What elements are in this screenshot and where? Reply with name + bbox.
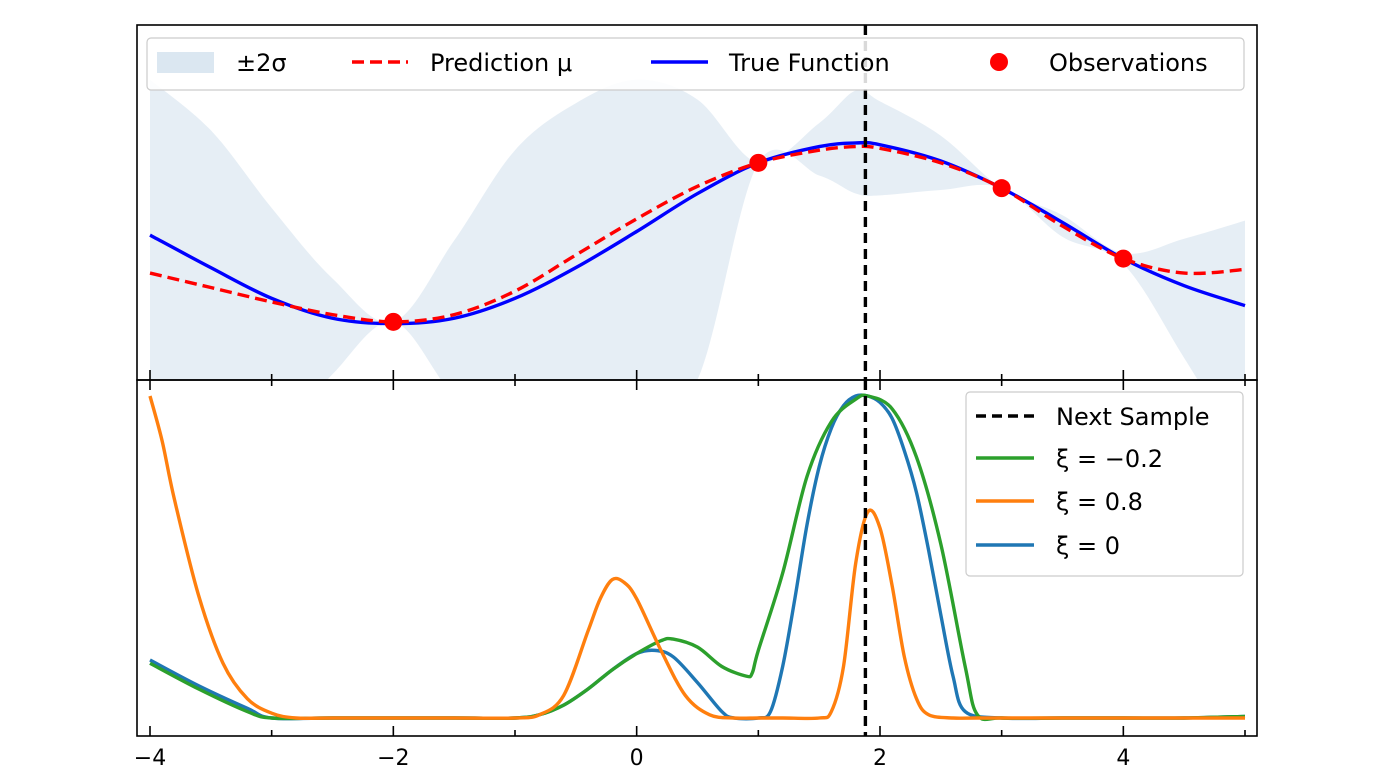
legend-observations-swatch: [990, 53, 1008, 71]
x-tick-label: 2: [873, 746, 887, 771]
series-line-0-8: [148, 395, 1245, 721]
top-panel: ±2σ Prediction μ True Function Observati…: [136, 24, 1258, 381]
x-tick-label: 0: [630, 746, 644, 771]
bottom-legend-frame: [965, 391, 1244, 577]
observation-point: [384, 312, 403, 331]
legend-label-xi-08: ξ = 0.8: [1056, 488, 1143, 516]
top-plot-area: [149, 25, 1246, 380]
legend-label-sigma: ±2σ: [236, 49, 287, 77]
legend-band-swatch: [157, 52, 214, 73]
top-legend: ±2σ Prediction μ True Function Observati…: [146, 37, 1245, 91]
observation-point: [992, 179, 1011, 198]
observation-point: [749, 153, 768, 172]
bottom-panel: −4 −2 0 2 4 Next Sample ξ = −0.2 ξ = 0.8 ξ =…: [134, 379, 1258, 771]
legend-label-prediction: Prediction μ: [430, 49, 572, 77]
legend-label-xi-0: ξ = 0: [1056, 532, 1120, 560]
observation-point: [1114, 249, 1133, 268]
x-tick-label: 4: [1116, 746, 1130, 771]
x-tick-label: −2: [377, 746, 409, 771]
legend-label-true-function: True Function: [728, 49, 890, 77]
top-x-ticks: [149, 370, 1246, 380]
prediction-line: [149, 144, 1246, 324]
legend-label-xi-neg02: ξ = −0.2: [1056, 445, 1163, 473]
bottom-axes-frame: [136, 379, 1258, 737]
bottom-x-ticks: −4 −2 0 2 4: [134, 380, 1246, 771]
true-function-line: [149, 140, 1246, 326]
x-tick-label: −4: [134, 746, 166, 771]
bottom-legend: Next Sample ξ = −0.2 ξ = 0.8 ξ = 0: [965, 391, 1244, 577]
bottom-plot-area: [148, 380, 1246, 736]
sigma-band: [150, 79, 1245, 380]
top-legend-frame: [146, 37, 1245, 91]
legend-label-observations: Observations: [1049, 49, 1208, 77]
legend-label-next-sample: Next Sample: [1056, 403, 1210, 431]
